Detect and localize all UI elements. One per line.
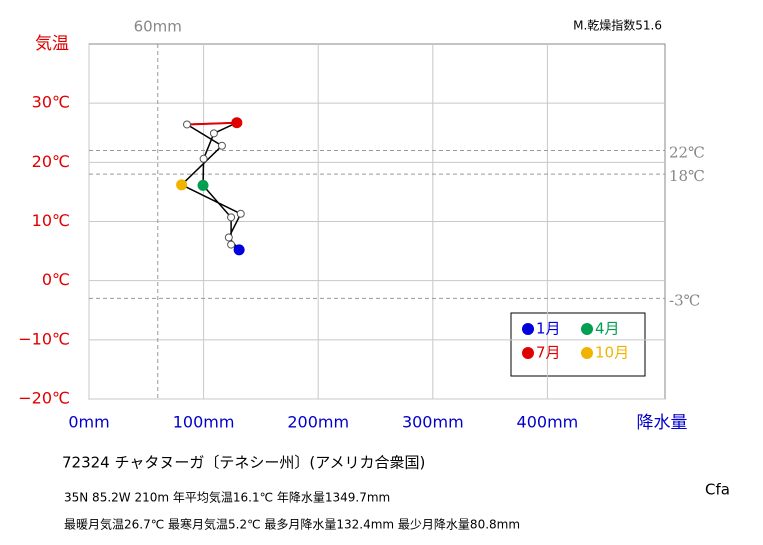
x-tick-label: 200mm xyxy=(287,413,349,432)
legend-box xyxy=(510,312,646,377)
legend-marker xyxy=(581,323,593,335)
y-tick-label: 30℃ xyxy=(32,93,70,112)
x-axis-label: 降水量 xyxy=(637,413,688,433)
legend-marker xyxy=(522,323,534,335)
info-line: 最暖月気温26.7℃ 最寒月気温5.2℃ 最多月降水量132.4mm 最少月降水… xyxy=(64,517,520,532)
climate-line xyxy=(180,121,242,251)
month-point xyxy=(209,129,218,138)
month-point xyxy=(182,120,191,129)
station: 72324 チャタヌーガ〔テネシー州〕(アメリカ合衆国) xyxy=(62,454,425,472)
y-tick-label: 20℃ xyxy=(32,152,70,171)
month-point xyxy=(224,233,233,242)
legend-label: 7月 xyxy=(536,344,561,362)
climate-code: Cfa xyxy=(705,481,730,499)
month-point xyxy=(231,117,243,129)
month-point xyxy=(236,209,245,218)
legend-marker xyxy=(581,347,593,359)
y-tick-label: 0℃ xyxy=(42,270,70,289)
x-tick-label: 300mm xyxy=(402,413,464,432)
x-tick-label: 400mm xyxy=(517,413,579,432)
reference-label: -3℃ xyxy=(669,291,700,309)
legend-marker xyxy=(522,347,534,359)
reference-label: 60mm xyxy=(134,18,182,36)
reference-label: 18℃ xyxy=(669,167,705,185)
y-axis-label: 気温 xyxy=(35,34,69,54)
index-text: M.乾燥指数51.6 xyxy=(573,18,662,33)
month-point xyxy=(227,213,236,222)
x-tick-label: 0mm xyxy=(68,413,109,432)
legend-label: 4月 xyxy=(595,320,620,338)
y-tick-label: −10℃ xyxy=(18,329,70,348)
legend-label: 10月 xyxy=(595,344,629,362)
summer-segment xyxy=(186,121,237,126)
month-point xyxy=(233,244,245,256)
reference-label: 22℃ xyxy=(669,144,705,162)
legend-label: 1月 xyxy=(536,320,561,338)
info-line: 35N 85.2W 210m 年平均気温16.1℃ 年降水量1349.7mm xyxy=(64,490,390,505)
month-point xyxy=(227,240,236,249)
x-tick-label: 100mm xyxy=(173,413,235,432)
y-tick-label: −20℃ xyxy=(18,389,70,408)
month-point xyxy=(176,179,188,191)
month-point xyxy=(199,154,208,163)
month-point xyxy=(197,179,209,191)
y-tick-label: 10℃ xyxy=(32,211,70,230)
month-point xyxy=(217,141,226,150)
